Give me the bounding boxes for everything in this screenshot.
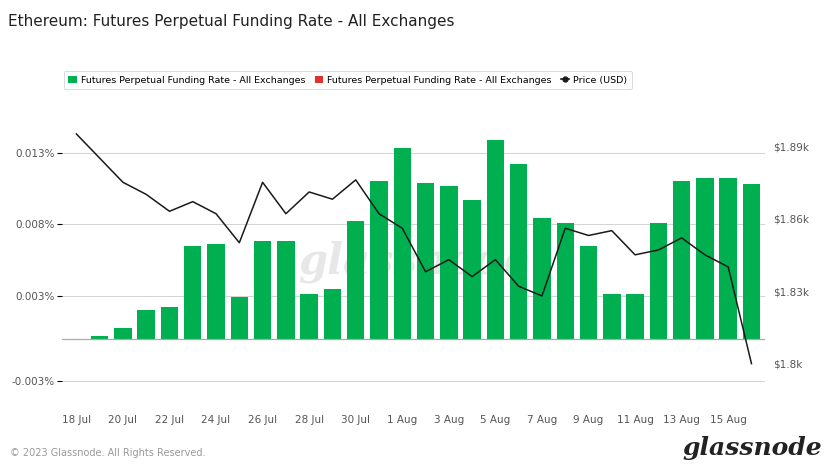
Bar xyxy=(720,178,737,338)
Bar xyxy=(254,241,271,338)
Bar xyxy=(417,183,434,338)
Bar xyxy=(394,148,411,338)
Bar xyxy=(207,244,225,338)
Bar xyxy=(67,338,85,340)
Bar xyxy=(557,223,574,338)
Bar xyxy=(91,336,108,338)
Bar xyxy=(626,294,644,338)
Bar xyxy=(184,246,201,338)
Bar xyxy=(440,186,458,338)
Bar xyxy=(580,246,597,338)
Bar xyxy=(137,310,155,338)
Bar xyxy=(277,241,295,338)
Bar xyxy=(230,297,248,338)
Bar xyxy=(650,223,667,338)
Bar xyxy=(603,294,621,338)
Bar xyxy=(533,219,551,338)
Text: © 2023 Glassnode. All Rights Reserved.: © 2023 Glassnode. All Rights Reserved. xyxy=(10,448,206,458)
Text: glassnode: glassnode xyxy=(298,241,530,283)
Bar xyxy=(347,221,364,338)
Legend: Futures Perpetual Funding Rate - All Exchanges, Futures Perpetual Funding Rate -: Futures Perpetual Funding Rate - All Exc… xyxy=(63,71,631,89)
Bar xyxy=(487,140,504,338)
Text: glassnode: glassnode xyxy=(682,436,822,460)
Bar xyxy=(510,164,527,338)
Bar xyxy=(370,181,388,338)
Bar xyxy=(324,289,341,338)
Bar xyxy=(463,200,481,338)
Bar xyxy=(673,181,691,338)
Bar xyxy=(114,328,131,338)
Bar xyxy=(161,307,178,338)
Bar xyxy=(743,184,760,338)
Bar xyxy=(696,178,714,338)
Bar xyxy=(300,294,318,338)
Text: Ethereum: Futures Perpetual Funding Rate - All Exchanges: Ethereum: Futures Perpetual Funding Rate… xyxy=(8,14,455,29)
